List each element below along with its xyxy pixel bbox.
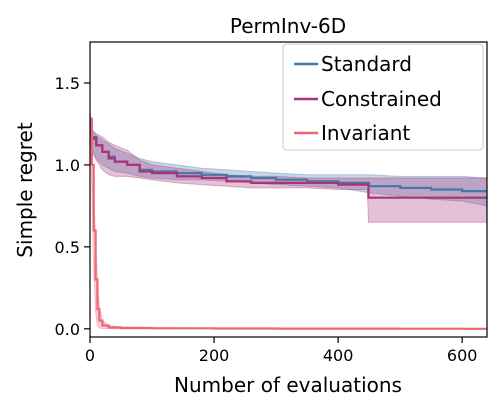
legend-label-constrained: Constrained: [321, 87, 442, 111]
x-tick-label: 200: [199, 346, 230, 365]
x-tick-label: 600: [447, 346, 478, 365]
plot-frame: [89, 41, 488, 338]
legend: Standard Constrained Invariant: [282, 43, 484, 151]
line-invariant: [90, 117, 487, 330]
series-lines: [90, 117, 487, 330]
y-axis-ticks: 0.0 0.5 1.0 1.5: [55, 74, 90, 339]
band-constrained: [90, 112, 487, 223]
x-axis-label: Number of evaluations: [174, 373, 402, 397]
legend-label-invariant: Invariant: [321, 121, 410, 145]
band-standard: [90, 112, 487, 207]
y-axis-label: Simple regret: [13, 122, 37, 258]
chart-title: PermInv-6D: [230, 14, 346, 38]
y-tick-label: 0.0: [55, 320, 80, 339]
y-tick-label: 1.0: [55, 156, 80, 175]
y-tick-label: 1.5: [55, 74, 80, 93]
x-tick-label: 400: [323, 346, 354, 365]
legend-box: [282, 43, 484, 151]
x-axis-ticks: 0 200 400 600: [85, 337, 478, 365]
y-tick-label: 0.5: [55, 238, 80, 257]
x-tick-label: 0: [85, 346, 95, 365]
legend-label-standard: Standard: [321, 52, 412, 76]
line-constrained: [90, 117, 487, 199]
